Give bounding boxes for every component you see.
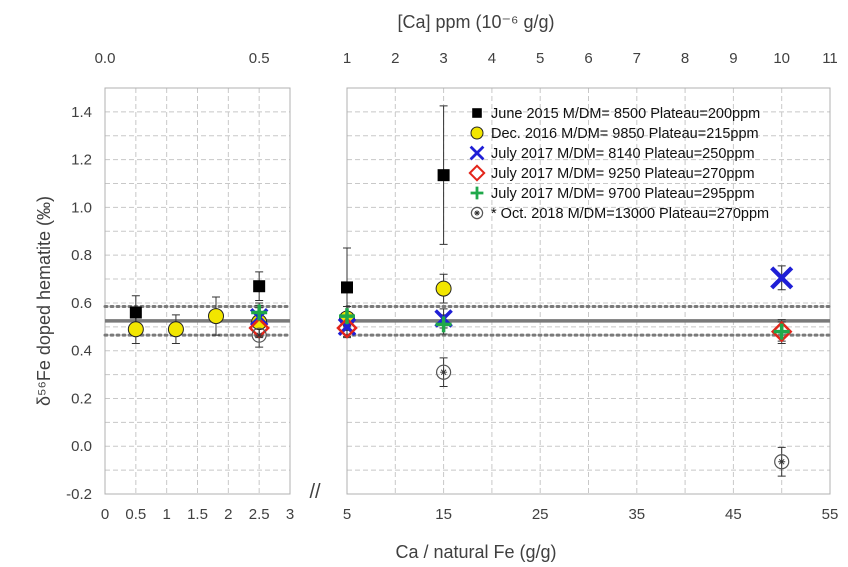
x-tick-label: 2.5	[249, 506, 270, 523]
legend-label: July 2017 M/DM= 9250 Plateau=270ppm	[491, 166, 755, 182]
top-tick-label: 0.0	[95, 50, 116, 67]
data-point	[773, 323, 790, 340]
data-point	[774, 454, 790, 470]
legend-marker	[468, 164, 486, 182]
legend-label: * Oct. 2018 M/DM=13000 Plateau=270ppm	[491, 206, 769, 222]
data-point	[336, 317, 358, 339]
y-tick-label: 0.6	[71, 295, 92, 312]
data-point-asterisk	[440, 368, 448, 376]
data-point	[127, 321, 144, 338]
legend: June 2015 M/DM= 8500 Plateau=200ppm Dec. …	[468, 106, 769, 222]
y-tick-label: 0.2	[71, 390, 92, 407]
x-tick-label: 5	[343, 506, 351, 523]
top-axis-title: [Ca] ppm (10⁻⁶ g/g)	[398, 12, 555, 32]
top-tick-label: 8	[681, 50, 689, 67]
x-tick-label: 1	[162, 506, 170, 523]
x-tick-label: 0.5	[125, 506, 146, 523]
x-tick-label: 45	[725, 506, 742, 523]
legend-marker-asterisk	[474, 210, 480, 216]
data-point	[436, 364, 452, 380]
legend-label: June 2015 M/DM= 8500 Plateau=200ppm	[491, 106, 760, 122]
top-tick-label: 6	[584, 50, 592, 67]
top-tick-label: 2	[391, 50, 399, 67]
data-point	[167, 321, 184, 338]
data-point	[435, 280, 452, 297]
top-tick-label: 4	[488, 50, 496, 67]
top-tick-label: 7	[633, 50, 641, 67]
y-axis-label: δ⁵⁶Fe doped hematite (‰)	[34, 196, 54, 406]
data-point	[339, 308, 355, 325]
x-tick-label: 55	[822, 506, 839, 523]
legend-label: July 2017 M/DM= 9700 Plateau=295ppm	[491, 186, 755, 202]
data-point	[770, 320, 793, 343]
top-tick-label: 11	[822, 50, 838, 67]
x-tick-label: 0	[101, 506, 109, 523]
data-point-asterisk	[778, 458, 786, 466]
data-point	[437, 169, 450, 182]
plot-frame	[104, 87, 291, 495]
x-tick-label: 35	[628, 506, 645, 523]
legend-label: July 2017 M/DM= 8140 Plateau=250ppm	[491, 146, 755, 162]
data-point	[251, 304, 268, 321]
y-tick-label: 0.8	[71, 247, 92, 264]
x-tick-label: 25	[532, 506, 549, 523]
x-axis-label: Ca / natural Fe (g/g)	[395, 542, 556, 562]
x-tick-label: 15	[435, 506, 452, 523]
data-point	[435, 316, 452, 333]
x-tick-label: 3	[286, 506, 294, 523]
axis-break-mark: //	[309, 481, 321, 503]
legend-marker	[472, 108, 482, 118]
data-point	[253, 280, 266, 293]
legend-marker	[470, 126, 484, 140]
y-tick-label: 1.0	[71, 199, 92, 216]
top-tick-label: 3	[439, 50, 447, 67]
legend-marker	[469, 145, 485, 161]
y-tick-label: 0.0	[71, 438, 92, 455]
top-tick-label: 1	[343, 50, 351, 67]
y-tick-label: 0.4	[71, 343, 92, 360]
data-point-asterisk	[255, 331, 263, 339]
tick-labels: -0.2 0.0 0.2 0.4 0.6 0.8 1.0 1.2 1.4 0 0.5 1 1.5 2 2.5…	[66, 50, 838, 523]
top-tick-label: 10	[773, 50, 790, 67]
top-tick-label: 9	[729, 50, 737, 67]
y-tick-label: 1.2	[71, 152, 92, 169]
top-tick-label: 0.5	[249, 50, 270, 67]
y-tick-label: -0.2	[66, 486, 92, 503]
legend-marker	[470, 186, 484, 200]
y-tick-label: 1.4	[71, 104, 92, 121]
data-point	[251, 327, 267, 343]
data-point	[341, 281, 353, 294]
top-tick-label: 5	[536, 50, 544, 67]
x-tick-label: 1.5	[187, 506, 208, 523]
x-tick-label: 2	[224, 506, 232, 523]
data-marks	[127, 105, 794, 477]
data-point	[129, 306, 142, 319]
data-point	[208, 308, 224, 325]
legend-marker	[470, 206, 484, 220]
legend-label: Dec. 2016 M/DM= 9850 Plateau=215ppm	[491, 126, 759, 142]
data-point	[770, 266, 794, 290]
